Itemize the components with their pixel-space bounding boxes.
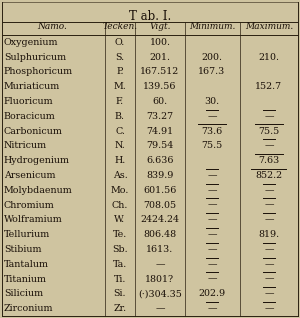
- Text: Arsenicum: Arsenicum: [4, 171, 55, 180]
- Text: N.: N.: [115, 142, 125, 150]
- Text: 73.6: 73.6: [201, 127, 223, 136]
- Text: —: —: [264, 289, 274, 298]
- Text: M.: M.: [114, 82, 126, 91]
- Text: —: —: [207, 112, 217, 121]
- Text: —: —: [207, 201, 217, 210]
- Text: Te.: Te.: [113, 230, 127, 239]
- Text: Stibium: Stibium: [4, 245, 41, 254]
- Text: —: —: [264, 186, 274, 195]
- Text: —: —: [264, 304, 274, 313]
- Text: Sulphuricum: Sulphuricum: [4, 53, 66, 62]
- Text: —: —: [155, 304, 165, 313]
- Text: 139.56: 139.56: [143, 82, 177, 91]
- Text: Ch.: Ch.: [112, 201, 128, 210]
- Text: Hydrogenium: Hydrogenium: [4, 156, 70, 165]
- Text: 2424.24: 2424.24: [140, 215, 179, 225]
- Text: 73.27: 73.27: [146, 112, 173, 121]
- Text: Muriaticum: Muriaticum: [4, 82, 60, 91]
- Text: —: —: [264, 142, 274, 150]
- Text: Maximum.: Maximum.: [245, 22, 293, 31]
- Text: 852.2: 852.2: [255, 171, 283, 180]
- Text: Wolframium: Wolframium: [4, 215, 63, 225]
- Text: Tellurium: Tellurium: [4, 230, 50, 239]
- Text: P.: P.: [116, 67, 124, 76]
- Text: Nitricum: Nitricum: [4, 142, 47, 150]
- Text: —: —: [264, 260, 274, 269]
- Text: 708.05: 708.05: [143, 201, 176, 210]
- Text: —: —: [207, 260, 217, 269]
- Text: Ta.: Ta.: [113, 260, 127, 269]
- Text: 201.: 201.: [149, 53, 170, 62]
- Text: H.: H.: [114, 156, 126, 165]
- Text: Titanium: Titanium: [4, 274, 47, 284]
- Text: Zirconium: Zirconium: [4, 304, 53, 313]
- Text: S.: S.: [116, 53, 124, 62]
- Text: 7.63: 7.63: [258, 156, 280, 165]
- Text: 806.48: 806.48: [143, 230, 176, 239]
- Text: Tecken.: Tecken.: [102, 22, 137, 31]
- Text: As.: As.: [112, 171, 127, 180]
- Text: C.: C.: [115, 127, 125, 136]
- Text: Minimum.: Minimum.: [189, 22, 235, 31]
- Text: —: —: [264, 201, 274, 210]
- Text: —: —: [264, 245, 274, 254]
- Text: Ti.: Ti.: [114, 274, 126, 284]
- Text: 839.9: 839.9: [146, 171, 174, 180]
- Text: 601.56: 601.56: [143, 186, 177, 195]
- Text: —: —: [264, 215, 274, 225]
- Text: Carbonicum: Carbonicum: [4, 127, 63, 136]
- Text: 167.512: 167.512: [140, 67, 180, 76]
- Text: —: —: [207, 245, 217, 254]
- Text: W.: W.: [114, 215, 125, 225]
- Text: —: —: [207, 304, 217, 313]
- Text: —: —: [264, 274, 274, 284]
- Text: —: —: [207, 230, 217, 239]
- Text: Phosphoricum: Phosphoricum: [4, 67, 73, 76]
- Text: Silicium: Silicium: [4, 289, 43, 298]
- Text: —: —: [207, 171, 217, 180]
- Text: 202.9: 202.9: [198, 289, 226, 298]
- Text: 75.5: 75.5: [201, 142, 223, 150]
- Text: 210.: 210.: [258, 53, 279, 62]
- Text: 30.: 30.: [204, 97, 220, 106]
- Text: —: —: [264, 112, 274, 121]
- Text: 819.: 819.: [258, 230, 280, 239]
- Text: Oxygenium: Oxygenium: [4, 38, 58, 47]
- Text: —: —: [207, 186, 217, 195]
- Text: (·)304.35: (·)304.35: [138, 289, 182, 298]
- Text: Molybdaenum: Molybdaenum: [4, 186, 73, 195]
- Text: Fluoricum: Fluoricum: [4, 97, 54, 106]
- Text: —: —: [155, 260, 165, 269]
- Text: 100.: 100.: [149, 38, 170, 47]
- Text: 167.3: 167.3: [198, 67, 226, 76]
- Text: 6.636: 6.636: [146, 156, 174, 165]
- Text: Boracicum: Boracicum: [4, 112, 56, 121]
- Text: 74.91: 74.91: [146, 127, 173, 136]
- Text: Namo.: Namo.: [37, 22, 67, 31]
- Text: 1801?: 1801?: [146, 274, 175, 284]
- Text: Sb.: Sb.: [112, 245, 128, 254]
- Text: Zr.: Zr.: [113, 304, 127, 313]
- Text: 152.7: 152.7: [255, 82, 283, 91]
- Text: 200.: 200.: [201, 53, 222, 62]
- Text: Vigt.: Vigt.: [149, 22, 171, 31]
- Text: Mo.: Mo.: [111, 186, 129, 195]
- Text: 60.: 60.: [152, 97, 167, 106]
- Text: O.: O.: [115, 38, 125, 47]
- Text: 1613.: 1613.: [146, 245, 174, 254]
- Text: —: —: [207, 215, 217, 225]
- Text: Si.: Si.: [114, 289, 126, 298]
- Text: Tantalum: Tantalum: [4, 260, 49, 269]
- Text: T ab. I.: T ab. I.: [129, 10, 171, 23]
- Text: Chromium: Chromium: [4, 201, 55, 210]
- Text: —: —: [207, 274, 217, 284]
- Text: B.: B.: [115, 112, 125, 121]
- Text: F.: F.: [116, 97, 124, 106]
- Text: 75.5: 75.5: [258, 127, 280, 136]
- Text: 79.54: 79.54: [146, 142, 174, 150]
